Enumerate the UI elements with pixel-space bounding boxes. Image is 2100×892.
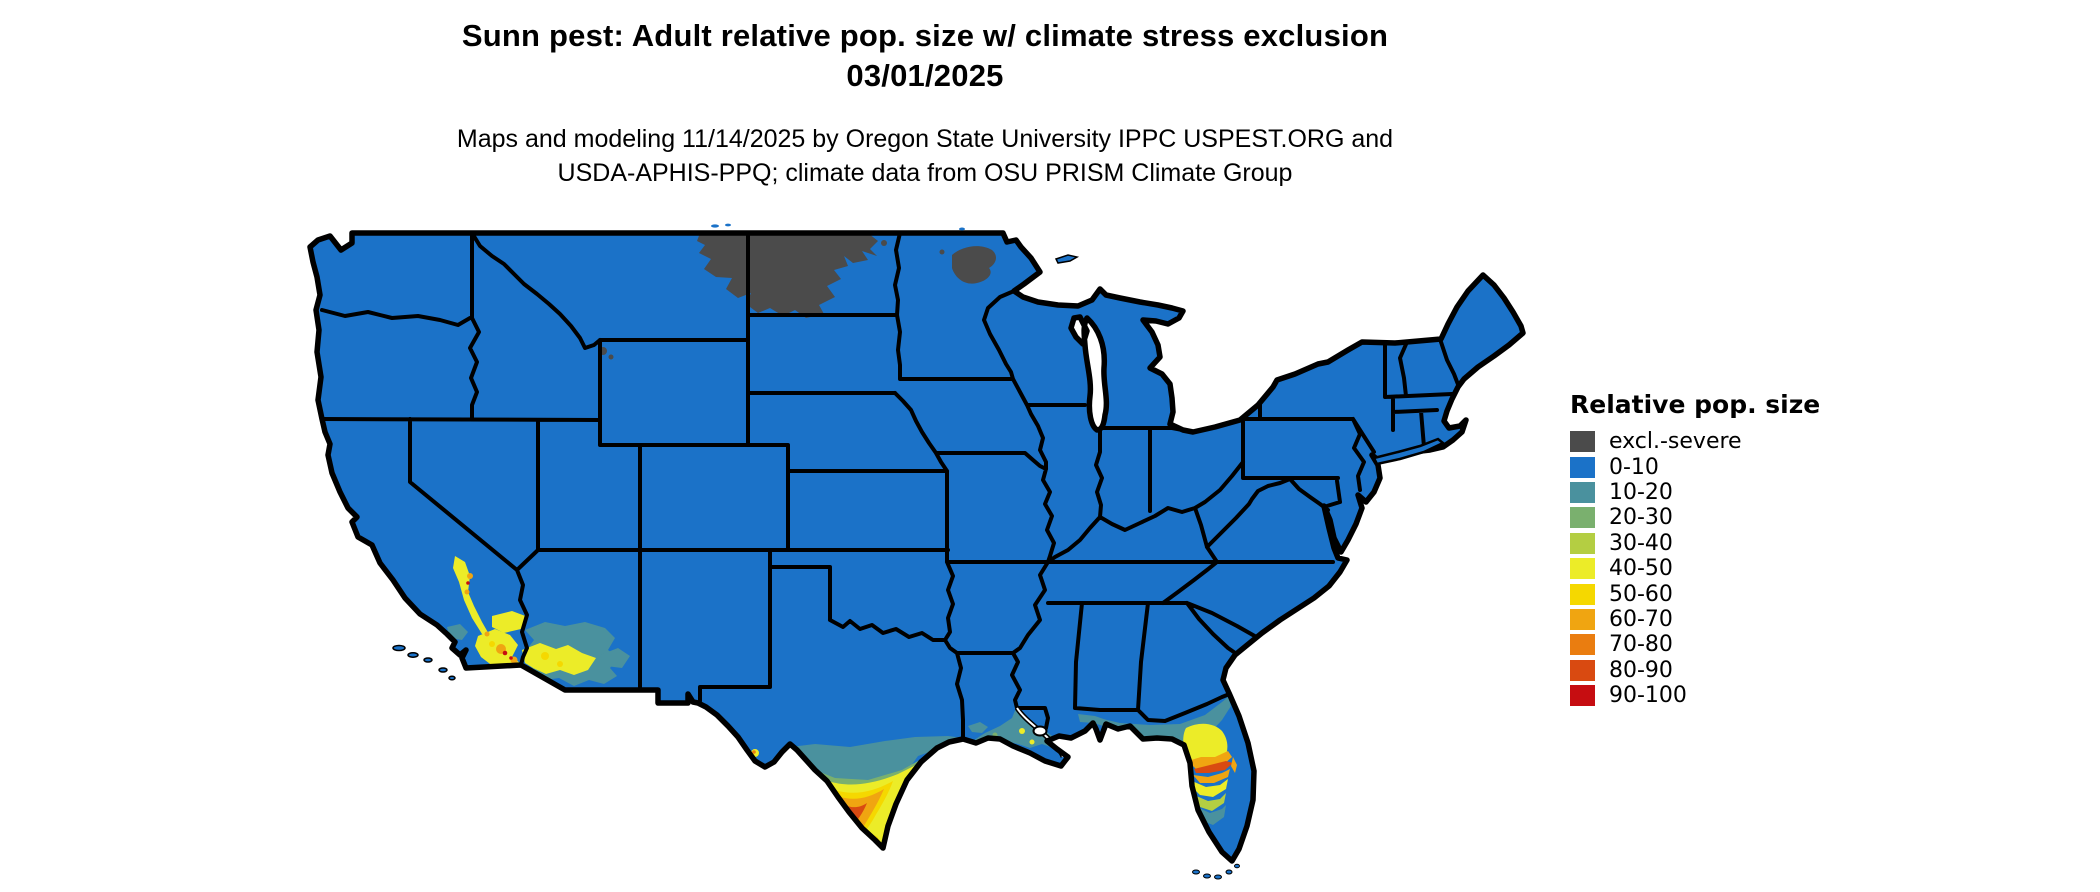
florida-key [1214, 874, 1222, 880]
florida-key [1225, 869, 1233, 875]
region-florida [1090, 697, 1237, 825]
legend-item-label: 50-60 [1609, 581, 1673, 607]
legend-swatch [1570, 608, 1595, 630]
island [448, 675, 456, 681]
page-title-line1: Sunn pest: Adult relative pop. size w/ c… [461, 18, 1389, 53]
legend-item: 80-90 [1570, 658, 1830, 683]
legend-item: 90-100 [1570, 683, 1830, 708]
legend-swatch [1570, 481, 1595, 503]
title-block: Sunn pest: Adult relative pop. size w/ c… [0, 16, 1850, 96]
legend-item-label: 20-30 [1609, 505, 1673, 531]
page-subtitle-line2: USDA-APHIS-PPQ; climate data from OSU PR… [557, 159, 1293, 187]
legend-title: Relative pop. size [1570, 390, 1821, 419]
conus-outline [307, 230, 1526, 864]
legend-item-label: 30-40 [1609, 530, 1673, 556]
legend-item-label: excl.-severe [1609, 429, 1742, 455]
legend-item: 30-40 [1570, 531, 1830, 556]
border-lake [959, 227, 965, 231]
legend-item: 10-20 [1570, 480, 1830, 505]
legend-item-label: 90-100 [1609, 683, 1687, 709]
legend-item-label: 10-20 [1609, 479, 1673, 505]
legend-swatch [1570, 431, 1595, 453]
page-title-line2: 03/01/2025 [846, 58, 1004, 93]
legend-swatch [1570, 507, 1595, 529]
legend-item-label: 80-90 [1609, 657, 1673, 683]
legend-swatch [1570, 685, 1595, 707]
lake-pontchartrain [1032, 725, 1048, 737]
channel-island [392, 644, 406, 652]
islands [392, 223, 1446, 880]
florida-key [1203, 873, 1211, 879]
legend-item: 0-10 [1570, 454, 1830, 480]
state-borders [320, 233, 1461, 740]
channel-island [423, 657, 433, 663]
florida-key [1192, 869, 1200, 875]
legend-swatch [1570, 634, 1595, 656]
legend-items: excl.-severe 0-10 10-20 20-30 30-40 40-50 50-6… [1570, 429, 1830, 708]
channel-island [407, 652, 419, 658]
legend-item-label: 70-80 [1609, 632, 1673, 658]
page-subtitle-line1: Maps and modeling 11/14/2025 by Oregon S… [456, 125, 1394, 153]
legend: Relative pop. size excl.-severe 0-10 10-20… [1570, 390, 1830, 708]
border-lake [725, 223, 731, 227]
region-southwest [447, 556, 630, 686]
legend-swatch [1570, 583, 1595, 605]
legend-item: 70-80 [1570, 632, 1830, 657]
legend-swatch [1570, 532, 1595, 554]
florida-key [1234, 863, 1240, 869]
legend-swatch [1570, 456, 1595, 478]
legend-item: 40-50 [1570, 556, 1830, 581]
legend-item: 20-30 [1570, 505, 1830, 530]
legend-item: excl.-severe [1570, 429, 1830, 454]
subtitle-block: Maps and modeling 11/14/2025 by Oregon S… [0, 122, 1850, 190]
long-island [1372, 437, 1446, 466]
legend-item-label: 0-10 [1609, 454, 1659, 480]
legend-item: 60-70 [1570, 607, 1830, 632]
border-lake [711, 224, 719, 228]
legend-item-label: 60-70 [1609, 606, 1673, 632]
legend-item: 50-60 [1570, 581, 1830, 607]
legend-swatch [1570, 659, 1595, 681]
legend-item-label: 40-50 [1609, 556, 1673, 582]
legend-swatch [1570, 558, 1595, 580]
catalina-island [438, 667, 448, 673]
isle-royale-island [1054, 254, 1080, 264]
